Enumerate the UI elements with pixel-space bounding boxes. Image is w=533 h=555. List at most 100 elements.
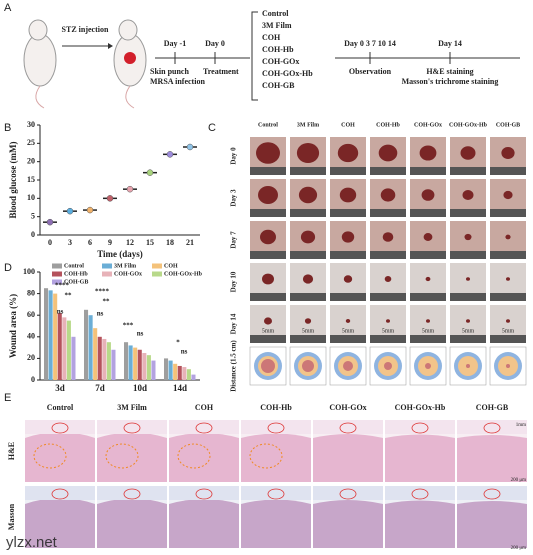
scale-label: 5mm <box>302 328 315 334</box>
legend-swatch <box>102 263 112 269</box>
row-label: Day 10 <box>230 271 238 292</box>
significance: ** <box>65 292 73 300</box>
legend-swatch <box>152 271 162 277</box>
column-header: COH-GOx <box>329 403 366 412</box>
ruler <box>290 209 326 217</box>
ruler <box>370 335 406 343</box>
bar <box>88 315 93 380</box>
zoom <box>313 420 383 434</box>
bar <box>146 355 151 380</box>
wound <box>296 143 320 163</box>
trace <box>343 361 353 371</box>
scale-label: 5mm <box>462 328 475 334</box>
timeline-text: Day -1 <box>164 39 186 48</box>
bar <box>133 347 138 380</box>
ruler <box>290 335 326 343</box>
legend-swatch <box>52 279 62 285</box>
scale-label: 200 μm <box>511 546 526 551</box>
significance: * <box>176 339 180 347</box>
tissue <box>97 498 167 548</box>
tissue <box>25 432 95 482</box>
column-header: COH <box>341 122 355 128</box>
tissue <box>313 500 383 548</box>
wound <box>264 317 272 325</box>
group-item: COH-Hb <box>262 45 294 54</box>
bar <box>93 328 98 380</box>
wound <box>466 277 470 281</box>
y-tick-label: 30 <box>27 120 35 129</box>
roi <box>33 443 67 469</box>
wound <box>384 276 392 282</box>
scale-label: 5mm <box>342 328 355 334</box>
timeline-text: H&E staining <box>426 67 473 76</box>
ruler <box>250 335 286 343</box>
legend-label: 3M Film <box>114 263 136 269</box>
significance: ns <box>137 330 144 338</box>
bar <box>84 309 89 380</box>
wound <box>262 273 274 285</box>
roi <box>105 443 139 469</box>
bar <box>173 363 178 380</box>
legend-swatch <box>52 263 62 269</box>
column-header: COH-GOx-Hb <box>449 122 488 128</box>
tissue <box>385 500 455 548</box>
roi <box>267 488 285 500</box>
bar <box>97 336 102 380</box>
row-label: Day 14 <box>230 313 238 334</box>
row-label: Day 0 <box>230 147 238 165</box>
timeline-text: Day 14 <box>438 39 462 48</box>
ruler <box>370 167 406 175</box>
x-tick-label: 10d <box>133 383 147 393</box>
ruler <box>290 167 326 175</box>
x-tick-label: 18 <box>166 238 174 247</box>
panel-label: A <box>4 2 12 14</box>
tissue <box>457 501 527 548</box>
wound <box>302 274 314 284</box>
bar <box>182 367 187 380</box>
zoom <box>169 486 239 500</box>
wound <box>260 229 276 245</box>
mean-point <box>186 143 194 151</box>
ruler <box>490 335 526 343</box>
bar <box>48 290 53 380</box>
y-axis-label: Wound area (%) <box>8 294 18 358</box>
watermark: ylzx.net <box>6 534 58 551</box>
significance: ns <box>181 348 188 356</box>
y-tick-label: 100 <box>23 267 35 276</box>
wound <box>425 276 431 282</box>
row-label: Distance (1.5 cm) <box>230 340 238 392</box>
scale-label: 200 μm <box>511 478 526 483</box>
ruler <box>410 335 446 343</box>
roi <box>123 488 141 500</box>
wound <box>298 186 318 204</box>
wound <box>426 319 430 323</box>
legend-label: COH-GOx <box>114 271 142 277</box>
zoom <box>97 486 167 500</box>
y-tick-label: 10 <box>27 193 35 202</box>
x-tick-label: 12 <box>126 238 134 247</box>
zoom <box>457 420 527 434</box>
wound <box>256 142 280 164</box>
wound <box>382 232 394 242</box>
zoom <box>241 486 311 500</box>
wound <box>506 319 510 323</box>
group-item: Control <box>262 9 289 18</box>
y-tick-label: 20 <box>27 353 35 362</box>
wound <box>378 144 398 162</box>
legend-swatch <box>152 263 162 269</box>
arrow-head <box>108 43 113 49</box>
column-header: Control <box>47 403 74 412</box>
roi <box>267 422 285 434</box>
mouse-tail <box>35 85 45 109</box>
bar <box>177 365 182 380</box>
y-tick-label: 0 <box>31 375 35 384</box>
ruler <box>490 251 526 259</box>
column-header: COH-Hb <box>260 403 292 412</box>
column-header: 3M Film <box>297 122 319 128</box>
y-tick-label: 60 <box>27 310 35 319</box>
x-tick-label: 6 <box>88 238 92 247</box>
wound <box>345 319 351 323</box>
roi <box>51 422 69 434</box>
ruler <box>410 209 446 217</box>
mouse-tail <box>125 85 135 109</box>
